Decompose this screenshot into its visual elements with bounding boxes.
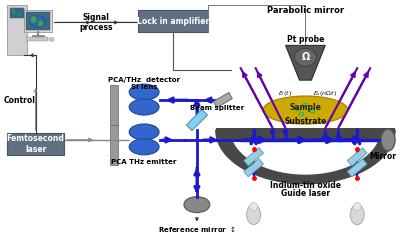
- Text: Control: Control: [4, 96, 36, 105]
- Ellipse shape: [310, 109, 315, 113]
- Polygon shape: [286, 45, 325, 80]
- Ellipse shape: [38, 20, 43, 26]
- Ellipse shape: [129, 99, 159, 115]
- Ellipse shape: [129, 124, 159, 140]
- Ellipse shape: [296, 107, 301, 111]
- Ellipse shape: [303, 103, 308, 107]
- Bar: [24, 10, 52, 32]
- Polygon shape: [244, 159, 264, 177]
- Text: Pt probe: Pt probe: [287, 35, 324, 44]
- Text: Lock in amplifier: Lock in amplifier: [137, 17, 209, 26]
- Bar: [7, 5, 27, 55]
- Bar: [216, 128, 395, 142]
- Bar: [7, 133, 64, 155]
- Text: Guide laser: Guide laser: [281, 189, 330, 198]
- Bar: [110, 85, 118, 125]
- Text: PCA THz emitter: PCA THz emitter: [112, 159, 177, 165]
- Polygon shape: [347, 159, 367, 177]
- Polygon shape: [347, 148, 367, 166]
- Bar: [138, 10, 208, 32]
- Text: Sample: Sample: [290, 103, 321, 112]
- Text: $E_i(t)$: $E_i(t)$: [278, 89, 292, 98]
- Bar: [10, 9, 24, 18]
- Text: Femtosecond
laser: Femtosecond laser: [7, 134, 64, 154]
- Bar: [110, 125, 118, 165]
- Polygon shape: [244, 148, 264, 166]
- Ellipse shape: [129, 84, 159, 100]
- Text: Parabolic mirror: Parabolic mirror: [267, 6, 344, 15]
- Text: $E_s(n\Omega t)$: $E_s(n\Omega t)$: [314, 89, 337, 98]
- Text: Substrate: Substrate: [284, 118, 327, 127]
- Polygon shape: [216, 130, 395, 184]
- Text: Signal
process: Signal process: [80, 13, 113, 32]
- Text: Ω: Ω: [301, 52, 310, 62]
- Polygon shape: [186, 109, 208, 131]
- Ellipse shape: [31, 16, 37, 23]
- Ellipse shape: [350, 205, 364, 224]
- Bar: [26, 37, 48, 41]
- Text: PCA/THz  detector: PCA/THz detector: [108, 77, 180, 83]
- Ellipse shape: [30, 15, 46, 27]
- Text: Mirror: Mirror: [370, 152, 396, 161]
- Text: Indium-tin oxide: Indium-tin oxide: [270, 181, 341, 190]
- Ellipse shape: [250, 203, 258, 211]
- Text: Reference mirror $\updownarrow$: Reference mirror $\updownarrow$: [158, 225, 236, 234]
- Ellipse shape: [12, 9, 22, 18]
- Polygon shape: [213, 93, 232, 108]
- Ellipse shape: [49, 37, 54, 41]
- Ellipse shape: [18, 13, 21, 16]
- Text: Si lens: Si lens: [131, 84, 157, 90]
- Ellipse shape: [294, 48, 316, 66]
- Ellipse shape: [184, 197, 210, 213]
- Ellipse shape: [129, 139, 159, 155]
- Text: Beam splitter: Beam splitter: [190, 105, 244, 111]
- Bar: [26, 13, 50, 30]
- Ellipse shape: [381, 129, 395, 151]
- Ellipse shape: [12, 9, 16, 14]
- Ellipse shape: [299, 112, 304, 116]
- Ellipse shape: [353, 203, 361, 211]
- Ellipse shape: [247, 205, 261, 224]
- Ellipse shape: [263, 96, 348, 124]
